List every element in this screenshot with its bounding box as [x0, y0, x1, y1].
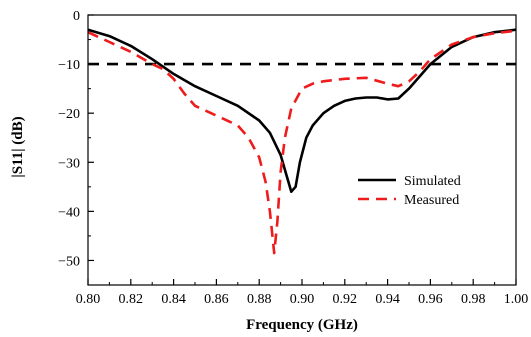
legend-label-measured: Measured	[404, 193, 459, 208]
series-line-measured	[87, 29, 517, 255]
y-axis-title: |S11| (dB)	[10, 116, 26, 177]
y-tick-label: 0	[73, 9, 80, 24]
y-tick-label: −40	[58, 205, 80, 220]
x-tick-label: 0.86	[204, 292, 229, 307]
x-tick-label: 0.82	[119, 292, 144, 307]
y-tick-label: −10	[58, 58, 80, 73]
x-axis-title: Frequency (GHz)	[246, 317, 358, 333]
x-tick-label: 0.94	[375, 292, 400, 307]
legend-label-simulated: Simulated	[404, 174, 461, 189]
y-tick-label: −50	[58, 254, 80, 269]
legend: Simulated Measured	[358, 174, 461, 208]
series-line-simulated	[87, 28, 517, 193]
y-tick-label: −30	[58, 156, 80, 171]
x-tick-label: 0.98	[461, 292, 486, 307]
x-tick-label: 0.92	[333, 292, 358, 307]
y-tick-label: −20	[58, 107, 80, 122]
x-tick-label: 0.96	[418, 292, 443, 307]
x-tick-label: 0.80	[76, 292, 101, 307]
x-tick-label: 1.00	[504, 292, 529, 307]
x-tick-label: 0.90	[290, 292, 315, 307]
x-tick-label: 0.84	[161, 292, 186, 307]
x-tick-label: 0.88	[247, 292, 272, 307]
